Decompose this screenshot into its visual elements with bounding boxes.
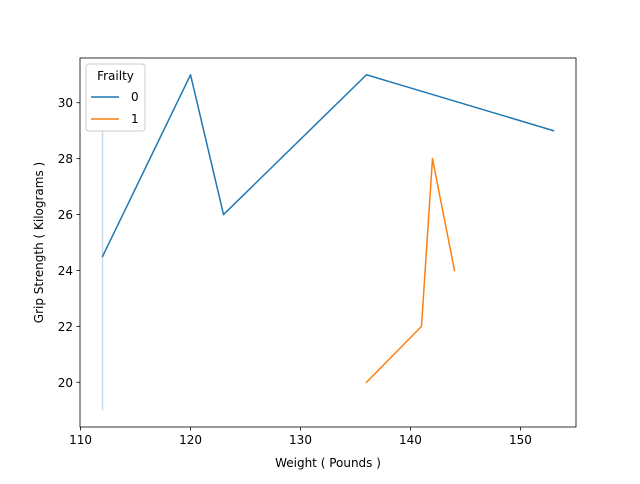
y-tick-label: 20 [58, 376, 73, 390]
y-axis-label: Grip Strength ( Kilograms ) [32, 162, 46, 323]
data-point-1-1 [421, 326, 423, 328]
series-line-1 [365, 157, 456, 384]
y-tick-label: 28 [58, 152, 73, 166]
x-axis-label: Weight ( Pounds ) [275, 456, 381, 470]
data-point-1-0 [366, 381, 368, 383]
data-point-0-0 [102, 256, 104, 258]
y-tick-label: 26 [58, 208, 73, 222]
legend-label-1: 1 [131, 112, 139, 126]
legend-label-0: 0 [131, 90, 139, 104]
data-point-0-1 [190, 74, 192, 76]
legend-title: Frailty [97, 69, 134, 83]
x-tick-label: 130 [289, 433, 312, 447]
x-tick-label: 120 [179, 433, 202, 447]
data-point-1-3 [454, 270, 456, 272]
x-tick-label: 110 [69, 433, 92, 447]
series-line-0 [101, 74, 555, 258]
data-point-0-3 [366, 74, 368, 76]
legend: Frailty 0 1 [85, 63, 146, 132]
y-tick-label: 22 [58, 320, 73, 334]
x-tick-label: 140 [399, 433, 422, 447]
plot-area [101, 74, 555, 411]
data-point-1-2 [432, 158, 434, 160]
data-point-0-4 [553, 130, 555, 132]
y-axis-ticks: 20 22 24 26 28 30 [58, 96, 80, 390]
x-tick-label: 150 [509, 433, 532, 447]
data-point-0-2 [223, 214, 225, 216]
axes-frame [79, 57, 577, 428]
y-tick-label: 30 [58, 96, 73, 110]
x-axis-ticks: 110 120 130 140 150 [69, 427, 532, 447]
y-tick-label: 24 [58, 264, 73, 278]
